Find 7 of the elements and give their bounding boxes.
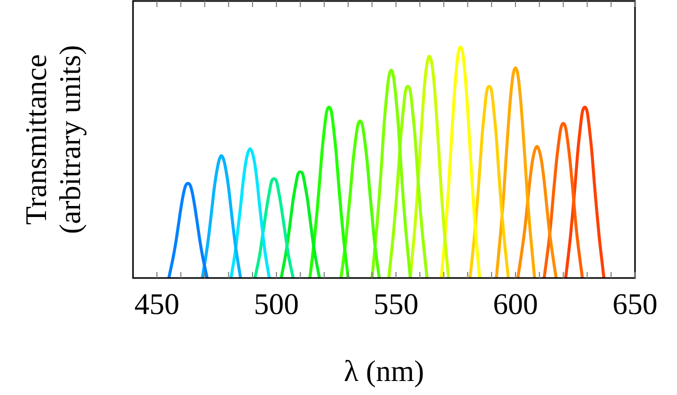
x-tick-label: 600 — [492, 288, 538, 321]
x-tick-label: 500 — [254, 288, 299, 321]
x-tick-label: 550 — [373, 288, 418, 321]
y-axis-title: Transmittance (arbitrary units) — [20, 44, 87, 234]
x-tick-label: 650 — [612, 288, 658, 321]
x-tick-label: 450 — [134, 288, 180, 321]
x-axis-title: λ (nm) — [344, 354, 424, 388]
